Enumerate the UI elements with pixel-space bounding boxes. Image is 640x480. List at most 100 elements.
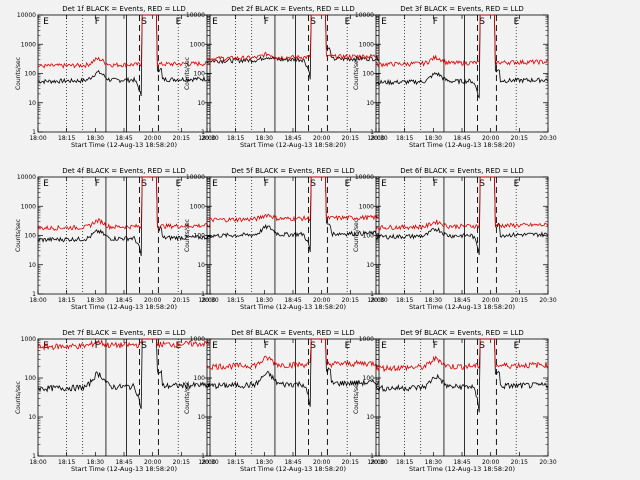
series-line-lld [37,176,211,231]
event-marker-label: E [345,341,351,351]
x-tick-label: 18:00 [29,297,46,304]
x-tick-label: 18:30 [256,297,273,304]
x-tick-label: 18:45 [284,459,301,466]
series-line-lld [37,338,211,352]
y-tick-label: 1000 [359,336,374,343]
y-tick-label: 10 [366,100,374,107]
plot-frame [375,14,549,133]
x-tick-label: 18:45 [115,459,132,466]
series-line-events [37,338,211,410]
y-tick-label: 100 [363,375,375,382]
event-marker-label: E [345,179,351,189]
y-axis-label: Counts/sec [353,219,360,252]
event-marker-label: E [212,17,218,27]
event-marker-label: S [479,17,485,27]
event-marker-label: S [479,341,485,351]
x-tick-label: 18:15 [227,459,244,466]
x-tick-label: 18:15 [227,135,244,142]
y-tick-label: 100 [25,375,37,382]
x-tick-label: 20:30 [370,297,387,304]
event-marker-label: F [264,17,269,27]
panel-title: Det 9f BLACK = Events, RED = LLD [400,329,523,337]
x-tick-label: 20:30 [539,135,556,142]
y-tick-label: 1000 [190,203,205,210]
event-marker-label: S [141,179,147,189]
y-tick-label: 10 [197,262,205,269]
y-tick-label: 1 [370,453,374,460]
x-tick-label: 18:45 [284,297,301,304]
x-tick-label: 20:30 [539,459,556,466]
x-tick-label: 18:15 [227,297,244,304]
x-tick-label: 18:15 [58,135,75,142]
event-marker-label: F [433,341,438,351]
y-tick-label: 1 [32,129,36,136]
panel-title: Det 2f BLACK = Events, RED = LLD [231,5,354,13]
event-marker-label: F [264,341,269,351]
panel-title: Det 8f BLACK = Events, RED = LLD [231,329,354,337]
x-tick-label: 18:45 [115,135,132,142]
event-marker-label: E [381,17,387,27]
x-axis-label: Start Time (12-Aug-13 18:58:20) [240,141,346,149]
x-tick-label: 20:30 [201,297,218,304]
event-marker-label: E [381,341,387,351]
panel-title: Det 3f BLACK = Events, RED = LLD [400,5,523,13]
plot-frame [375,338,549,457]
x-tick-label: 20:15 [173,135,190,142]
x-tick-label: 18:15 [396,459,413,466]
series-line-events [37,176,211,257]
series-line-lld [206,14,380,62]
y-tick-label: 1000 [21,203,36,210]
x-tick-label: 18:15 [58,459,75,466]
x-tick-label: 18:00 [198,297,215,304]
panel-det-7: Det 7f BLACK = Events, RED = LLD 1 10 100 10… [15,329,219,473]
x-tick-label: 18:45 [453,459,470,466]
y-axis-label: Counts/sec [184,57,191,90]
y-tick-label: 1 [201,129,205,136]
series-line-events [206,14,379,80]
y-tick-label: 100 [194,375,206,382]
y-tick-label: 100 [363,233,375,240]
x-tick-label: 20:15 [173,459,190,466]
series-line-lld [206,338,380,371]
x-tick-label: 18:00 [198,135,215,142]
y-tick-label: 1 [32,453,36,460]
series-line-events [375,14,549,99]
panel-title: Det 1f BLACK = Events, RED = LLD [62,5,185,13]
y-axis-label: Counts/sec [15,219,22,252]
event-marker-label: E [212,341,218,351]
y-tick-label: 1000 [359,203,374,210]
y-tick-label: 10000 [17,174,36,181]
y-tick-label: 10 [28,100,36,107]
y-axis-label: Counts/sec [15,381,22,414]
event-marker-label: E [381,179,387,189]
x-axis-label: Start Time (12-Aug-13 18:58:20) [409,465,515,473]
panel-title: Det 6f BLACK = Events, RED = LLD [400,167,523,175]
panel-title: Det 5f BLACK = Events, RED = LLD [231,167,354,175]
series-line-events [375,338,549,413]
y-tick-label: 10 [197,414,205,421]
x-tick-label: 18:45 [453,135,470,142]
x-tick-label: 20:30 [370,459,387,466]
panel-det-4: Det 4f BLACK = Events, RED = LLD 1 10 100 10… [15,167,219,311]
y-tick-label: 1 [370,129,374,136]
panel-det-6: Det 6f BLACK = Events, RED = LLD 1 10 100 10… [353,167,557,311]
x-tick-label: 20:15 [511,297,528,304]
y-tick-label: 10 [28,414,36,421]
x-tick-label: 20:00 [313,297,330,304]
event-marker-label: S [141,17,147,27]
x-axis-label: Start Time (12-Aug-13 18:58:20) [71,141,177,149]
event-marker-label: S [310,341,316,351]
y-axis-label: Counts/sec [353,57,360,90]
x-tick-label: 18:45 [284,135,301,142]
x-tick-label: 20:00 [482,135,499,142]
x-tick-label: 18:00 [367,459,384,466]
series-line-events [206,176,380,253]
y-tick-label: 10 [366,414,374,421]
y-tick-label: 1000 [190,41,205,48]
event-marker-label: S [310,17,316,27]
event-marker-label: F [95,179,100,189]
y-tick-label: 1 [201,291,205,298]
event-marker-label: E [212,179,218,189]
y-tick-label: 100 [363,71,375,78]
